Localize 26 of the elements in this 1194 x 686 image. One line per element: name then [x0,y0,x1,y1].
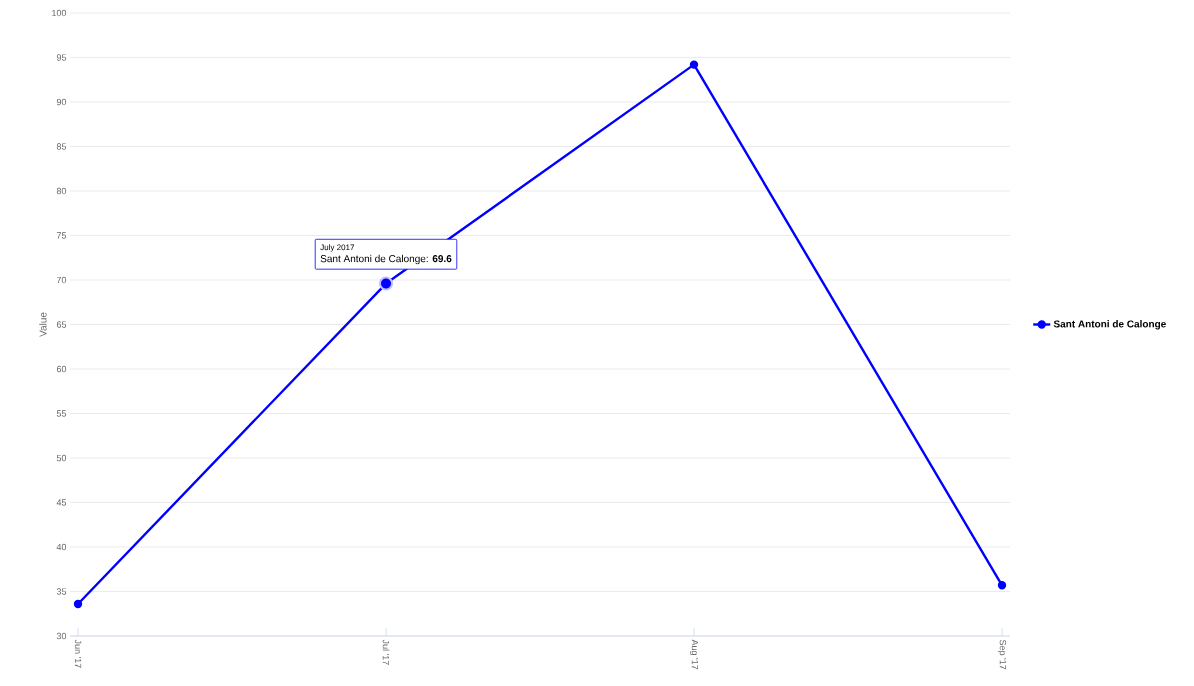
x-tick-label: Jun '17 [74,639,82,668]
y-tick-label: 100 [52,9,67,17]
point [689,60,699,69]
annotation: July 2017 [320,244,355,252]
y-tick-label: 50 [56,454,67,462]
point [73,599,83,609]
y-tick-label: 65 [56,321,67,328]
y-tick-label: 35 [56,588,67,595]
legend-label: Sant Antoni de Calonge [1053,320,1166,330]
y-tick-label: 75 [56,232,67,239]
y-tick-label: 45 [56,499,67,506]
y-tick-label: 60 [56,365,67,373]
point [997,581,1007,590]
y-tick-label: 70 [56,276,67,284]
annotation: Sant Antoni de Calonge: 69.6 [320,254,452,265]
y-tick-label: 55 [56,410,67,417]
y-tick-label: 90 [56,98,67,106]
y-tick-label: 40 [56,543,67,551]
y-tick-label: 30 [56,632,67,640]
y-axis-title: Value [39,312,47,337]
y-tick-label: 85 [56,143,67,150]
x-tick-label: Jul '17 [382,639,390,665]
x-tick-label: Aug '17 [689,639,699,670]
x-tick-label: Sep '17 [997,639,1007,670]
y-tick-label: 95 [56,54,67,61]
y-tick-label: 80 [56,187,67,195]
